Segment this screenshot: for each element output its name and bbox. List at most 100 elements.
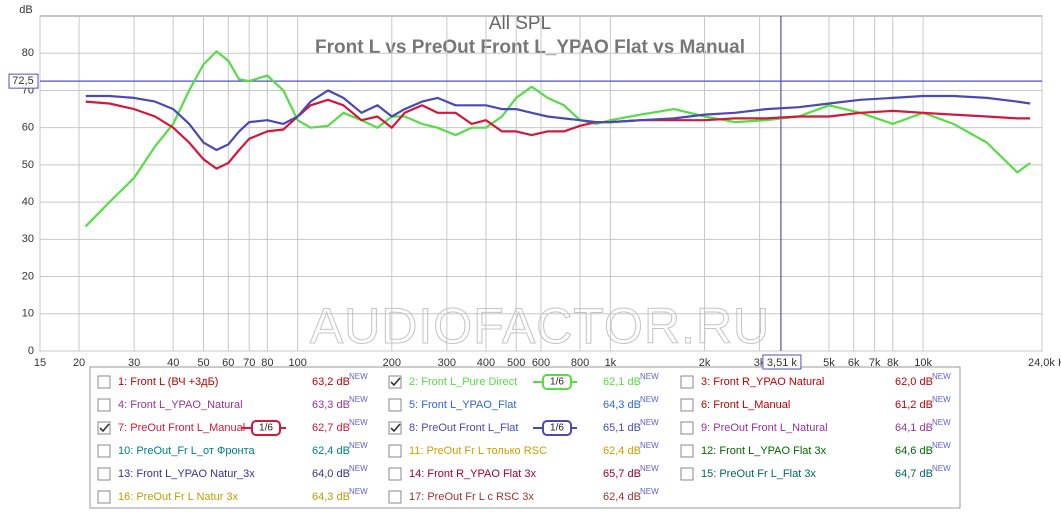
reading-badge: NEW [349,372,368,381]
legend-entry[interactable]: 8: PreOut Front L_Flat 1/6 65,1 dB NEW [388,418,659,436]
legend-label: 7: PreOut Front L_Manual [118,422,245,434]
x-tick-label: 300 [438,357,456,369]
legend-entry[interactable]: 13: Front L_YPAO Natur_3x 64,0 dB NEW [97,464,368,481]
y-tick-label: 0 [28,345,34,357]
checkmark [390,423,401,433]
x-tick-label: 80 [261,357,273,369]
y-tick-label: 40 [22,196,34,208]
y-tick-label: 10 [22,308,34,320]
checkbox[interactable] [388,421,402,435]
checkbox[interactable] [680,375,694,389]
legend-reading: 64,3 dB [312,491,350,503]
legend-entry[interactable]: 4: Front L_YPAO_Natural 63,3 dB NEW [97,395,368,412]
legend-entry[interactable]: 9: PreOut Front L_Natural 64,1 dB NEW [680,418,951,435]
legend-entry[interactable]: 5: Front L_YPAO_Flat 64,3 dB NEW [388,395,659,412]
checkbox[interactable] [680,467,694,481]
legend-reading: 64,3 dB [603,399,641,411]
legend-entry[interactable]: 11: PreOut Fr L только RSC 62,4 dB NEW [388,441,659,458]
checkbox[interactable] [388,467,402,481]
checkbox[interactable] [97,444,111,458]
reading-badge: NEW [640,487,659,496]
legend-label: 3: Front R_YPAO Natural [701,376,824,388]
y-tick-label: 50 [22,159,34,171]
series-line [84,50,1031,228]
checkbox[interactable] [388,490,402,504]
x-tick-label: 100 [288,357,306,369]
reading-badge: NEW [640,464,659,473]
checkbox[interactable] [388,444,402,458]
legend-reading: 63,3 dB [312,399,350,411]
checkbox[interactable] [388,398,402,412]
smoothing-label: 1/6 [550,423,564,434]
checkbox[interactable] [97,375,111,389]
legend-reading: 64,6 dB [895,445,933,457]
y-axis-label: dB [19,4,32,16]
y-tick-label: 30 [22,233,34,245]
legend-entry[interactable]: 7: PreOut Front L_Manual 1/6 62,7 dB NEW [97,418,368,436]
checkbox[interactable] [97,467,111,481]
cursor-label-box [8,73,39,89]
legend-reading: 63,2 dB [312,376,350,388]
reading-badge: NEW [932,464,951,473]
checkbox[interactable] [680,444,694,458]
chart-title: All SPL [489,13,551,34]
reading-badge: NEW [349,441,368,450]
reading-badge: NEW [349,487,368,496]
checkbox[interactable] [97,398,111,412]
reading-badge: NEW [349,418,368,427]
reading-badge: NEW [932,418,951,427]
legend-entry[interactable]: 1: Front L (ВЧ +3дБ) 63,2 dB NEW [97,372,368,389]
x-tick-label: 24,0k Hz [1028,357,1061,369]
reading-badge: NEW [349,395,368,404]
legend-entry[interactable]: 15: PreOut Fr L_Flat 3x 64,7 dB NEW [680,464,951,481]
checkmark [99,423,110,433]
y-tick-label: 80 [22,47,34,59]
x-tick-label: 50 [197,357,209,369]
legend-label: 1: Front L (ВЧ +3дБ) [118,376,218,388]
legend-label: 2: Front L_Pure Direct [409,376,517,388]
x-tick-label: 400 [477,357,495,369]
smoothing-box [251,420,281,436]
x-tick-label: 600 [532,357,550,369]
legend-reading: 62,4 dB [603,445,641,457]
legend-entry[interactable]: 6: Front L_Manual 61,2 dB NEW [680,395,951,412]
smoothing-label: 1/6 [550,377,564,388]
checkbox[interactable] [97,421,111,435]
reading-badge: NEW [640,395,659,404]
series-line [85,98,1031,170]
legend-entry[interactable]: 10: PreOut_Fr L_от Фронта 62,4 dB NEW [97,441,368,458]
reading-badge: NEW [640,372,659,381]
legend-label: 8: PreOut Front L_Flat [409,422,518,434]
checkbox[interactable] [680,398,694,412]
legend-label: 5: Front L_YPAO_Flat [409,399,516,411]
checkbox[interactable] [680,421,694,435]
legend-reading: 62,4 dB [312,445,350,457]
legend-entry[interactable]: 3: Front R_YPAO Natural 62,0 dB NEW [680,372,951,389]
checkbox[interactable] [97,490,111,504]
x-tick-label: 70 [243,357,255,369]
legend-reading: 62,4 dB [603,491,641,503]
x-tick-label: 1k [605,357,617,369]
checkbox[interactable] [388,375,402,389]
legend-entry[interactable]: 12: Front L_YPAO Flat 3x 64,6 dB NEW [680,441,951,458]
legend-entry[interactable]: 17: PreOut Fr L с RSC 3x 62,4 dB NEW [388,487,659,504]
reading-badge: NEW [349,464,368,473]
x-tick-label: 15 [34,357,46,369]
legend-label: 6: Front L_Manual [701,399,790,411]
watermark: AUDIOFACTOR.RU [310,298,770,354]
legend-entry[interactable]: 2: Front L_Pure Direct 1/6 62,1 dB NEW [388,372,659,390]
legend-entry[interactable]: 14: Front R_YPAO Flat 3x 65,7 dB NEW [388,464,659,481]
chart-subtitle: Front L vs PreOut Front L_YPAO Flat vs M… [315,37,745,58]
legend-reading: 65,7 dB [603,468,641,480]
legend-entry[interactable]: 16: PreOut Fr L Natur 3x 64,3 dB NEW [97,487,368,504]
reading-badge: NEW [932,372,951,381]
legend-reading: 64,1 dB [895,422,933,434]
grid [39,15,1043,352]
legend-label: 11: PreOut Fr L только RSC [409,445,547,457]
legend-reading: 62,7 dB [312,422,350,434]
reading-badge: NEW [640,418,659,427]
x-tick-label: 8k [887,357,899,369]
x-tick-label: 30 [128,357,140,369]
cursor-label: 72,5 [12,75,33,87]
x-tick-label: 500 [507,357,525,369]
